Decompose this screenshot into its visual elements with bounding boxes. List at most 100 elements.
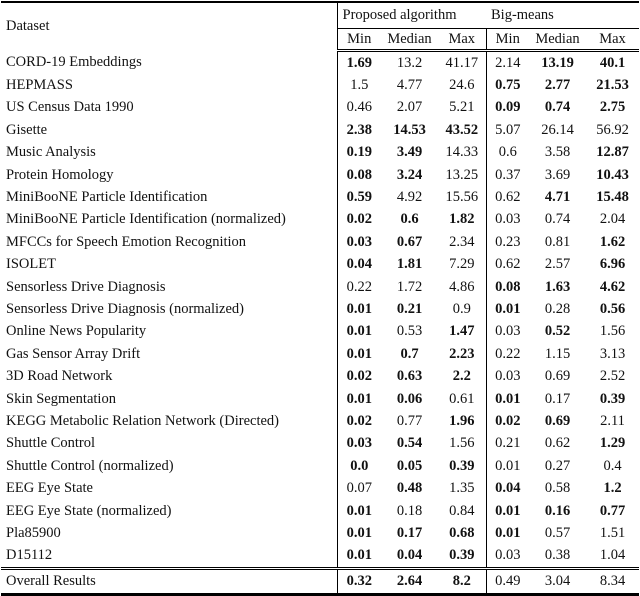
table-header: Dataset Proposed algorithm Big-means Min…: [1, 2, 639, 52]
value-cell: 14.53: [393, 121, 426, 138]
value-cell: 0.39: [449, 547, 475, 564]
dataset-name-cell: EEG Eye State (normalized): [1, 499, 338, 523]
value-cell: 0.04: [396, 547, 423, 564]
value-cell: 0.39: [449, 457, 475, 474]
table-row: Music Analysis 0.19 3.49 14.33 0.6 3.58 12.87: [1, 141, 639, 164]
dataset-name-cell: MiniBooNE Particle Identification (norma…: [1, 208, 338, 232]
group-header-big-means: Big-means: [486, 2, 639, 29]
value-cell: 2.77: [544, 77, 571, 94]
value-cell: 1.5: [350, 77, 369, 94]
dataset-name-cell: Gas Sensor Array Drift: [1, 343, 338, 366]
value-cell: 12.87: [596, 144, 629, 161]
value-cell: 1.04: [599, 547, 626, 564]
value-cell: 2.11: [600, 412, 625, 429]
table-row: Skin Segmentation 0.01 0.06 0.61 0.01 0.17 0.3…: [1, 387, 639, 411]
value-cell: 0.37: [485, 163, 529, 187]
value-cell: 0.01: [485, 455, 529, 478]
table-row: Gisette 2.38 14.53 43.52 5.07 26.14 56.92: [1, 119, 639, 142]
overall-results-label: Overall Results: [1, 566, 338, 595]
subheader-proposed-median: Median: [381, 28, 438, 52]
table-row: Protein Homology 0.08 3.24 13.25 0.37 3.69 10.…: [1, 163, 639, 187]
value-cell: 0.27: [544, 457, 571, 474]
value-cell: 1.63: [544, 278, 571, 295]
value-cell: 0.06: [396, 390, 423, 407]
value-cell: 0.01: [346, 524, 372, 541]
value-cell: 0.57: [544, 524, 571, 541]
table-row: MiniBooNE Particle Identification (norma…: [1, 208, 639, 232]
subheader-bigmeans-min: Min: [485, 28, 529, 52]
value-cell: 2.34: [449, 233, 475, 250]
value-cell: 3.24: [396, 166, 423, 183]
value-cell: 0.62: [544, 435, 571, 452]
value-cell: 1.81: [396, 256, 423, 273]
value-cell: 1.56: [449, 435, 475, 452]
value-cell: 0.01: [485, 387, 529, 411]
table-row: CORD-19 Embeddings 1.69 13.2 41.17 2.14 13.19…: [1, 50, 639, 75]
dataset-name-cell: Sensorless Drive Diagnosis: [1, 275, 338, 299]
value-cell: 1.62: [599, 233, 626, 250]
value-cell: 0.74: [544, 211, 571, 228]
value-cell: 0.22: [485, 343, 529, 366]
value-cell: 4.62: [599, 278, 626, 295]
value-cell: 0.03: [485, 320, 529, 344]
value-cell: 0.01: [485, 499, 529, 523]
value-cell: 0.67: [396, 233, 423, 250]
value-cell: 2.52: [599, 368, 626, 385]
value-cell: 13.2: [396, 54, 423, 71]
value-cell: 40.1: [599, 54, 626, 71]
value-cell: 1.47: [449, 323, 475, 340]
table-row: Sensorless Drive Diagnosis (normalized) 0…: [1, 298, 639, 321]
value-cell: 0.9: [452, 300, 471, 317]
value-cell: 0.01: [346, 345, 372, 362]
value-cell: 0.39: [599, 390, 626, 407]
value-cell: 0.16: [544, 502, 571, 519]
value-cell: 56.92: [596, 121, 629, 138]
value-cell: 0.62: [485, 253, 529, 276]
value-cell: 7.29: [449, 256, 475, 273]
value-cell: 0.74: [544, 99, 571, 116]
value-cell: 0.02: [346, 412, 372, 429]
value-cell: 2.38: [346, 121, 372, 138]
table-footer: Overall Results 0.32 2.64 8.2 0.49 3.04 …: [1, 566, 639, 595]
value-cell: 13.19: [541, 54, 574, 71]
value-cell: 0.68: [449, 524, 475, 541]
value-cell: 0.22: [346, 278, 372, 295]
value-cell: 0.77: [396, 412, 423, 429]
value-cell: 0.01: [346, 547, 372, 564]
dataset-name-cell: Online News Popularity: [1, 320, 338, 344]
value-cell: 1.82: [449, 211, 475, 228]
value-cell: 10.43: [596, 166, 629, 183]
value-cell: 1.15: [544, 345, 571, 362]
value-cell: 8.2: [438, 566, 486, 595]
value-cell: 3.49: [396, 144, 423, 161]
dataset-name-cell: Shuttle Control (normalized): [1, 455, 338, 478]
value-cell: 0.56: [599, 300, 626, 317]
value-cell: 5.21: [449, 99, 475, 116]
value-cell: 2.23: [449, 345, 475, 362]
table-row: Shuttle Control (normalized) 0.0 0.05 0.39 0…: [1, 455, 639, 478]
value-cell: 0.69: [544, 368, 571, 385]
value-cell: 0.61: [449, 390, 475, 407]
subheader-proposed-max: Max: [438, 28, 486, 52]
value-cell: 0.04: [346, 256, 372, 273]
table-row: US Census Data 1990 0.46 2.07 5.21 0.09 0.74 2…: [1, 96, 639, 120]
value-cell: 0.07: [346, 480, 372, 497]
value-cell: 0.69: [544, 412, 571, 429]
table-row: D15112 0.01 0.04 0.39 0.03 0.38 1.04: [1, 544, 639, 569]
value-cell: 1.51: [599, 524, 626, 541]
value-cell: 4.86: [449, 278, 475, 295]
value-cell: 4.71: [544, 189, 571, 206]
value-cell: 1.35: [449, 480, 475, 497]
dataset-name-cell: Shuttle Control: [1, 432, 338, 456]
value-cell: 0.38: [544, 547, 571, 564]
value-cell: 2.04: [599, 211, 626, 228]
subheader-bigmeans-max: Max: [586, 28, 639, 52]
value-cell: 8.34: [586, 566, 639, 595]
subheader-proposed-min: Min: [337, 28, 381, 52]
value-cell: 0.08: [485, 275, 529, 299]
dataset-name-cell: MiniBooNE Particle Identification: [1, 186, 338, 209]
value-cell: 0.48: [396, 480, 423, 497]
dataset-name-cell: Gisette: [1, 119, 338, 142]
value-cell: 0.03: [346, 233, 372, 250]
